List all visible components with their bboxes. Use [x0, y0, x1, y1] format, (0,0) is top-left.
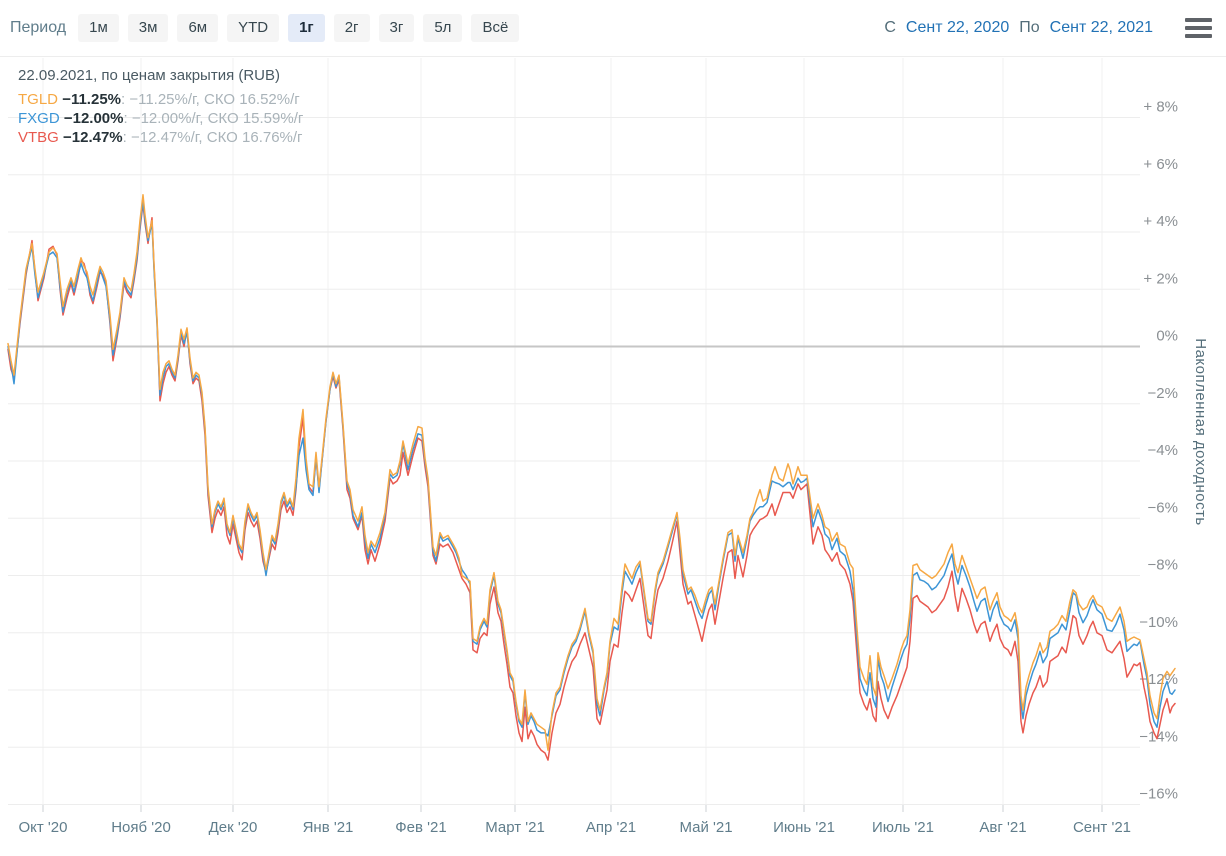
period-button-5л[interactable]: 5л	[423, 13, 463, 43]
legend-row-tgld: TGLD −11.25%: −11.25%/г, СКО 16.52%/г	[18, 90, 303, 109]
y-axis-title: Накопленная доходность	[1192, 338, 1209, 526]
y-tick-label: + 8%	[1143, 99, 1178, 116]
date-range: С Сент 22, 2020 По Сент 22, 2021	[884, 18, 1216, 38]
x-tick-label: Авг '21	[979, 819, 1026, 836]
period-button-1м[interactable]: 1м	[78, 13, 119, 43]
y-tick-label: −14%	[1139, 728, 1178, 745]
x-tick-label: Окт '20	[19, 819, 68, 836]
period-button-3г[interactable]: 3г	[378, 13, 415, 43]
ticker-label-fxgd: FXGD	[18, 110, 60, 127]
return-value-tgld: −11.25%	[62, 91, 121, 108]
from-label: С	[884, 19, 896, 36]
to-label: По	[1019, 19, 1040, 36]
ticker-label-vtbg: VTBG	[18, 129, 59, 146]
from-date-link[interactable]: Сент 22, 2020	[905, 19, 1010, 36]
period-button-2г[interactable]: 2г	[333, 13, 370, 43]
y-tick-label: + 6%	[1143, 156, 1178, 173]
y-tick-label: −16%	[1139, 786, 1178, 803]
legend-row-fxgd: FXGD −12.00%: −12.00%/г, СКО 15.59%/г	[18, 109, 303, 128]
y-tick-label: + 2%	[1143, 270, 1178, 287]
return-value-fxgd: −12.00%	[63, 110, 124, 127]
stats-fxgd: : −12.00%/г, СКО 15.59%/г	[123, 110, 304, 127]
period-button-3м[interactable]: 3м	[127, 13, 169, 43]
x-tick-label: Март '21	[485, 819, 545, 836]
x-tick-label: Нояб '20	[111, 819, 171, 836]
chart-legend: 22.09.2021, по ценам закрытия (RUB) TGLD…	[18, 66, 303, 147]
x-tick-label: Май '21	[679, 819, 732, 836]
return-value-vtbg: −12.47%	[63, 129, 123, 146]
series-line-TGLD	[7, 194, 1176, 751]
period-button-1г[interactable]: 1г	[288, 13, 325, 43]
y-tick-label: −6%	[1148, 499, 1178, 516]
x-tick-label: Янв '21	[303, 819, 354, 836]
series-line-FXGD	[7, 199, 1176, 737]
y-tick-label: −10%	[1139, 614, 1178, 631]
x-tick-label: Дек '20	[209, 819, 258, 836]
series-line-VTBG	[7, 202, 1176, 761]
stats-vtbg: : −12.47%/г, СКО 16.76%/г	[122, 129, 303, 146]
toolbar: Период 1м 3м 6м YTD 1г 2г 3г 5л Всё С Сент 22, 2…	[0, 0, 1226, 57]
to-date-link[interactable]: Сент 22, 2021	[1049, 19, 1153, 36]
period-button-6м[interactable]: 6м	[177, 13, 219, 43]
x-tick-label: Сент '21	[1073, 819, 1131, 836]
y-tick-label: −8%	[1148, 557, 1178, 574]
period-label: Период	[10, 19, 67, 36]
y-tick-label: 0%	[1156, 328, 1178, 345]
legend-row-vtbg: VTBG −12.47%: −12.47%/г, СКО 16.76%/г	[18, 128, 303, 147]
x-tick-label: Июнь '21	[773, 819, 835, 836]
hamburger-menu-icon[interactable]	[1185, 18, 1212, 38]
ticker-label-tgld: TGLD	[18, 91, 59, 108]
y-tick-label: + 4%	[1143, 213, 1178, 230]
period-button-Всё[interactable]: Всё	[471, 13, 520, 43]
period-button-group: 1м 3м 6м YTD 1г 2г 3г 5л Всё	[78, 13, 520, 43]
period-button-YTD[interactable]: YTD	[227, 13, 280, 43]
y-tick-label: −4%	[1148, 442, 1178, 459]
x-tick-label: Апр '21	[586, 819, 636, 836]
y-tick-label: −2%	[1148, 385, 1178, 402]
stats-tgld: : −11.25%/г, СКО 16.52%/г	[121, 91, 300, 108]
legend-date-header: 22.09.2021, по ценам закрытия (RUB)	[18, 67, 281, 84]
x-tick-label: Фев '21	[395, 819, 446, 836]
x-tick-label: Июль '21	[872, 819, 934, 836]
